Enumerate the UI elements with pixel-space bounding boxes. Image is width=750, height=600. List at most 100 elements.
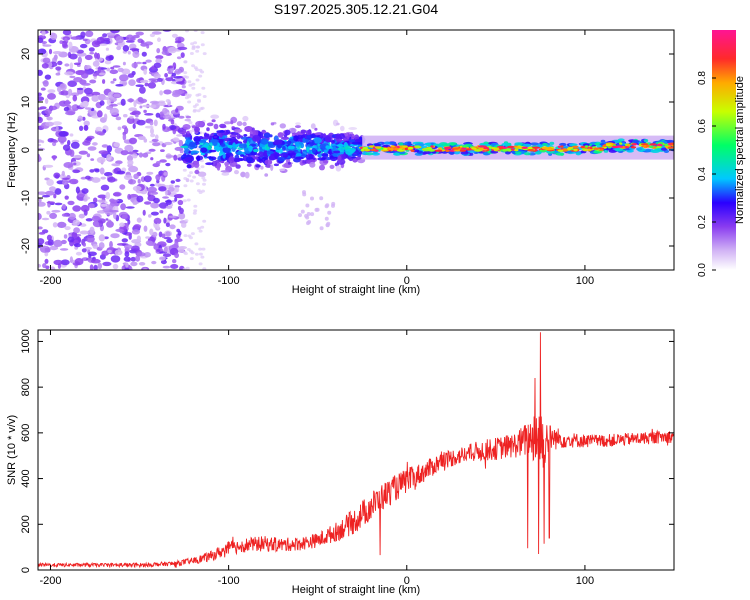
spectrogram-blob bbox=[82, 38, 88, 42]
spectrogram-blob bbox=[450, 142, 455, 146]
spectrogram-blob bbox=[152, 231, 158, 238]
spectrogram-blob bbox=[310, 196, 314, 201]
spectrogram-blob bbox=[100, 176, 106, 180]
x-tick-label: 100 bbox=[576, 275, 594, 287]
spectrogram-blob bbox=[443, 146, 452, 150]
spectrogram-blob bbox=[195, 78, 200, 82]
spectrogram-blob bbox=[47, 89, 56, 93]
spectrogram-blob bbox=[112, 65, 121, 68]
spectrogram-blob bbox=[133, 224, 142, 230]
spectrogram-blob bbox=[243, 134, 248, 137]
spectrogram-blob bbox=[42, 44, 52, 47]
spectrogram-blob bbox=[77, 70, 86, 73]
spectrogram-blob bbox=[135, 31, 144, 36]
spectrogram-blob bbox=[63, 162, 74, 168]
spectrogram-blob bbox=[112, 263, 119, 270]
spectrogram-blob bbox=[150, 127, 154, 135]
spectrogram-blob bbox=[323, 133, 327, 139]
spectrogram-blob bbox=[72, 219, 81, 226]
spectrogram-blob bbox=[80, 43, 88, 49]
spectrogram-blob bbox=[131, 153, 138, 159]
spectrogram-blob bbox=[111, 163, 121, 167]
spectrogram-blob bbox=[122, 61, 126, 66]
spectrogram-blob bbox=[91, 95, 99, 102]
spectrogram-blob bbox=[136, 195, 144, 203]
spectrogram-blob bbox=[430, 145, 434, 148]
spectrogram-blob bbox=[600, 139, 606, 143]
spectrogram-blob bbox=[643, 139, 649, 143]
spectrogram-blob bbox=[280, 152, 289, 159]
spectrogram-blob bbox=[38, 48, 47, 55]
spectrogram-blob bbox=[38, 226, 43, 230]
spectrogram-blob bbox=[302, 192, 307, 197]
spectrogram-blob bbox=[105, 191, 111, 200]
spectrogram-blob bbox=[116, 170, 126, 175]
spectrogram-blob bbox=[231, 126, 235, 129]
spectrogram-blob bbox=[345, 149, 354, 155]
spectrogram-blob bbox=[152, 142, 161, 147]
spectrogram-blob bbox=[94, 169, 100, 173]
spectrogram-blob bbox=[583, 149, 588, 152]
spectrogram-blob bbox=[174, 252, 180, 259]
spectrogram-blob bbox=[85, 107, 92, 110]
spectrogram-blob bbox=[105, 218, 109, 221]
spectrogram-blob bbox=[38, 201, 46, 207]
spectrogram-blob bbox=[114, 249, 123, 256]
spectrogram-blob bbox=[523, 152, 531, 156]
spectrogram-blob bbox=[322, 153, 329, 158]
spectrogram-blob bbox=[306, 146, 310, 153]
spectrogram-blob bbox=[162, 196, 169, 199]
spectrogram-blob bbox=[177, 46, 188, 51]
spectrogram-blob bbox=[64, 71, 74, 76]
spectrogram-blob bbox=[38, 238, 45, 245]
y-tick-label: 1000 bbox=[20, 329, 32, 353]
spectrogram-blob bbox=[657, 145, 662, 149]
spectrogram-blob bbox=[80, 204, 90, 213]
spectrogram-blob bbox=[426, 142, 431, 146]
spectrogram-blob bbox=[46, 179, 54, 186]
spectrogram-blob bbox=[196, 98, 201, 102]
spectrogram-blob bbox=[242, 115, 249, 122]
spectrogram-blob bbox=[560, 145, 564, 148]
spectrogram-blob bbox=[113, 142, 121, 148]
spectrogram-blob bbox=[106, 145, 113, 153]
spectrogram-blob bbox=[67, 139, 71, 146]
spectrogram-blob bbox=[144, 82, 149, 87]
spectrogram-blob bbox=[70, 92, 80, 97]
spectrogram-blob bbox=[230, 136, 237, 144]
spectrogram-blob bbox=[148, 148, 156, 152]
spectrogram-blob bbox=[193, 209, 198, 213]
spectrogram-blob bbox=[102, 79, 106, 84]
spectrogram-blob bbox=[217, 166, 220, 171]
spectrogram-blob bbox=[310, 123, 316, 129]
spectrogram-blob bbox=[139, 98, 148, 104]
spectrogram-blob bbox=[52, 155, 56, 161]
spectrogram-blob bbox=[202, 219, 207, 223]
spectrogram-blob bbox=[162, 123, 166, 130]
spectrogram-blob bbox=[38, 232, 46, 235]
spectrogram-blob bbox=[156, 249, 161, 252]
spectrogram-blob bbox=[57, 60, 63, 66]
spectrogram-blob bbox=[194, 68, 199, 72]
spectrogram-blob bbox=[135, 84, 144, 87]
spectrogram-blob bbox=[645, 145, 650, 148]
spectrogram-blob bbox=[68, 41, 73, 49]
snr-y-label: SNR (10 * v/v) bbox=[6, 415, 18, 485]
spectrogram-blob bbox=[166, 68, 172, 72]
spectrogram-blob bbox=[187, 80, 192, 84]
spectrogram-blob bbox=[263, 132, 271, 138]
spectrogram-blob bbox=[43, 164, 54, 168]
spectrogram-blob bbox=[434, 149, 443, 152]
spectrogram-blob bbox=[38, 154, 41, 162]
spectrogram-blob bbox=[640, 143, 649, 146]
spectrogram-blob bbox=[144, 41, 154, 46]
spectrogram-blob bbox=[212, 139, 218, 146]
spectrogram-blob bbox=[85, 218, 93, 222]
spectrogram-blob bbox=[60, 90, 69, 96]
spectrogram-blob bbox=[216, 130, 225, 133]
spectrogram-blob bbox=[190, 232, 195, 236]
spectrogram-blob bbox=[170, 119, 175, 125]
x-tick-label: 0 bbox=[404, 275, 410, 287]
spectrogram-blob bbox=[75, 251, 82, 256]
spectrogram-blob bbox=[521, 146, 528, 149]
